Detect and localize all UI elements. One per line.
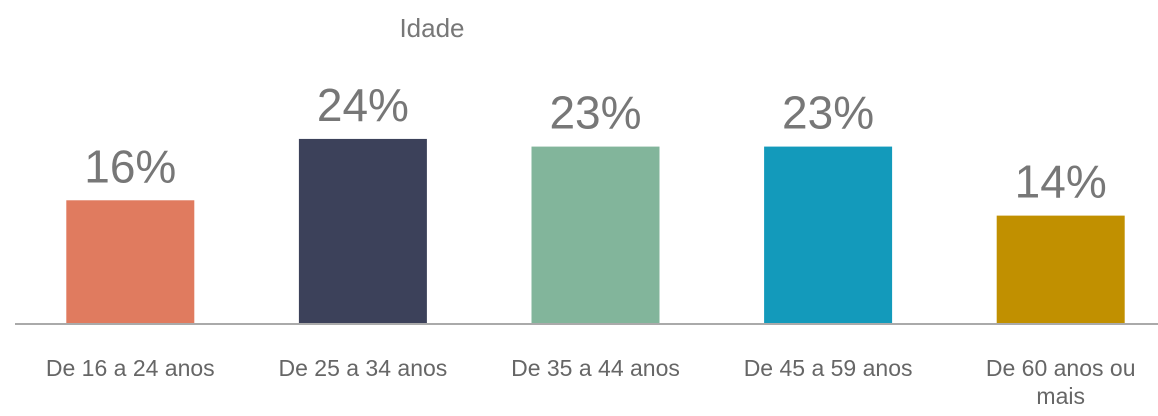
x-tick-label: De 45 a 59 anos: [743, 355, 913, 381]
x-tick-label: De 35 a 44 anos: [511, 355, 680, 381]
bar: [66, 200, 195, 323]
value-label: 23%: [549, 87, 641, 139]
x-tick-label: De 25 a 34 anos: [278, 355, 448, 381]
value-label: 16%: [84, 140, 176, 192]
x-tick-label: De 16 a 24 anos: [45, 355, 215, 381]
bar: [298, 138, 427, 323]
value-label: 24%: [317, 79, 409, 131]
bar: [764, 146, 893, 323]
x-tick-label: De 60 anos ou mais: [985, 355, 1136, 409]
value-label: 14%: [1015, 156, 1107, 208]
bar: [531, 146, 660, 323]
bar: [996, 215, 1125, 323]
chart-title: Idade: [399, 13, 464, 43]
value-label: 23%: [782, 87, 874, 139]
